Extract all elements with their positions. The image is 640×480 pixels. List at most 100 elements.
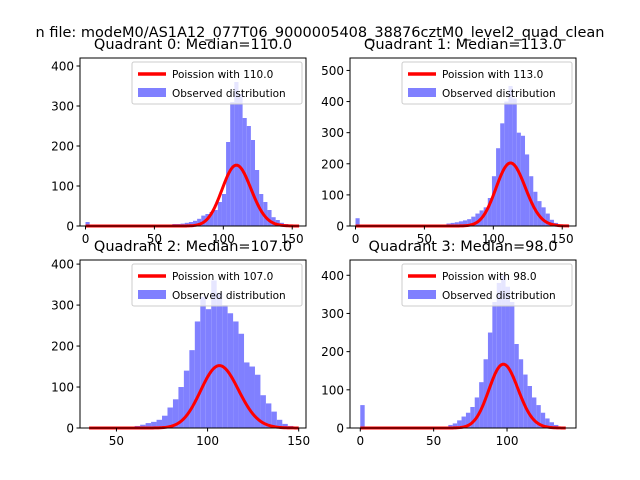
quadrant-1-bar-25	[545, 213, 550, 226]
quadrant-1-legend-hist-swatch	[408, 88, 436, 97]
quadrant-2-bar-23	[260, 395, 266, 428]
quadrant-1-bar-8	[475, 213, 480, 226]
quadrant-0-legend-hist-swatch	[138, 88, 166, 97]
quadrant-2-bar-10	[189, 350, 195, 428]
quadrant-3-bar-18	[523, 374, 528, 428]
quadrant-3-bar-19	[527, 386, 532, 428]
quadrant-3-x-ticks: 0 50 100	[356, 428, 518, 448]
quadrant-3-bar-23	[545, 418, 550, 428]
quadrant-1-legend: Poission with 113.0 Observed distributio…	[401, 61, 573, 105]
quadrant-1-bar-18	[516, 132, 521, 226]
quadrant-2-x-tick-label-2: 150	[287, 434, 310, 448]
quadrant-0-bar-21	[255, 170, 260, 226]
quadrant-2-bar-14	[211, 280, 217, 428]
quadrant-1-bar-0	[355, 218, 360, 226]
quadrant-0-bar-26	[275, 220, 280, 226]
quadrant-1-bar-3	[454, 222, 459, 226]
quadrant-2-bar-19	[238, 333, 245, 428]
quadrant-3-bar-12	[496, 282, 502, 428]
quadrant-1-panel: Quadrant 1: Median=113.0 0 50 100 150 0 100 2…	[321, 37, 577, 246]
quadrant-0-bar-5	[188, 222, 193, 226]
quadrant-0-bar-13	[221, 194, 227, 226]
quadrant-2-legend-line-label: Poission with 107.0	[172, 271, 273, 283]
quadrant-0-legend-hist-label: Observed distribution	[172, 88, 286, 100]
quadrant-2-bar-26	[276, 419, 283, 428]
quadrant-1-y-tick-label-3: 300	[321, 126, 344, 140]
quadrant-3-bar-20	[531, 397, 537, 428]
quadrant-1-bar-5	[463, 220, 468, 226]
quadrant-0-bar-17	[238, 94, 243, 226]
quadrant-3-y-tick-label-2: 200	[321, 345, 344, 359]
quadrant-0-bar-6	[193, 220, 198, 226]
quadrant-3-x-tick-label-2: 100	[496, 434, 519, 448]
quadrant-2-legend-box	[131, 263, 303, 307]
quadrant-0-x-tick-label-3: 150	[281, 232, 304, 246]
quadrant-0-title: Quadrant 0: Median=110.0	[94, 37, 292, 53]
quadrant-2-bars	[134, 280, 294, 428]
quadrant-0-legend-line-label: Poission with 110.0	[172, 69, 273, 81]
quadrant-2-y-tick-label-2: 200	[51, 340, 74, 354]
quadrant-2-bar-1	[140, 424, 146, 428]
quadrant-0-bar-12	[217, 202, 222, 226]
quadrant-1-x-tick-label-2: 100	[482, 232, 505, 246]
quadrant-1-bar-7	[471, 216, 476, 226]
quadrant-1-bar-2	[450, 222, 455, 226]
quadrant-2-bar-3	[151, 421, 157, 428]
quadrant-3-bar-3	[457, 420, 462, 428]
quadrant-2-legend: Poission with 107.0 Observed distributio…	[131, 263, 303, 307]
quadrant-0-bar-4	[184, 222, 189, 226]
quadrant-1-x-tick-label-1: 50	[417, 232, 432, 246]
quadrant-2-bar-5	[162, 415, 168, 428]
quadrant-3-bar-11	[492, 302, 497, 428]
quadrant-1-y-tick-label-5: 500	[321, 64, 344, 78]
quadrant-1-x-tick-label-0: 0	[352, 232, 360, 246]
quadrant-3-title: Quadrant 3: Median=98.0	[369, 239, 558, 255]
quadrant-1-legend-hist-label: Observed distribution	[442, 88, 556, 100]
quadrant-3-bar-13	[501, 275, 506, 428]
quadrant-3-y-tick-label-0: 0	[336, 422, 344, 436]
quadrant-1-bar-10	[483, 207, 488, 226]
quadrant-2-x-tick-label-1: 100	[196, 434, 219, 448]
figure-suptitle: n file: modeM0/AS1A12_077T06_9000005408_…	[36, 25, 605, 41]
quadrant-1-title: Quadrant 1: Median=113.0	[364, 37, 562, 53]
quadrant-3-bar-2	[452, 423, 458, 428]
quadrant-0-y-tick-label-0: 0	[66, 220, 74, 234]
quadrant-1-bar-6	[467, 219, 472, 226]
quadrant-3-x-tick-label-0: 0	[356, 434, 364, 448]
quadrant-3-legend-line-label: Poission with 98.0	[442, 271, 537, 283]
quadrant-3-bar-6	[470, 407, 475, 428]
quadrant-2-x-ticks: 50 100 150	[109, 428, 310, 448]
quadrant-0-y-tick-label-2: 200	[51, 140, 74, 154]
quadrant-3-y-tick-label-1: 100	[321, 383, 344, 397]
quadrant-0-axes-frame	[79, 57, 307, 227]
quadrant-1-y-tick-label-2: 200	[321, 157, 344, 171]
quadrant-1-legend-box	[401, 61, 573, 105]
quadrant-1-bar-17	[512, 98, 517, 226]
quadrant-3-bar-15	[509, 302, 515, 428]
quadrant-3-bar-22	[540, 412, 546, 428]
quadrant-0-x-ticks: 0 50 100 150	[82, 226, 304, 246]
quadrant-2-y-tick-label-4: 400	[51, 258, 74, 272]
quadrant-3-bar-4	[461, 416, 466, 428]
quadrant-0-bar-24	[267, 210, 272, 226]
quadrant-0-y-tick-label-1: 100	[51, 180, 74, 194]
quadrant-3-bar-0	[360, 405, 365, 428]
quadrant-3-legend: Poission with 98.0 Observed distribution	[401, 263, 573, 307]
quadrant-2-bar-17	[227, 313, 234, 428]
quadrant-0-x-tick-label-0: 0	[82, 232, 90, 246]
quadrant-2-bar-8	[178, 387, 184, 428]
quadrant-0-bar-7	[197, 218, 202, 226]
quadrant-0-bar-10	[209, 212, 214, 226]
quadrant-2-legend-hist-label: Observed distribution	[172, 290, 286, 302]
quadrant-3-legend-hist-swatch	[408, 290, 436, 299]
quadrant-2-bar-21	[249, 366, 255, 428]
quadrant-2-bar-18	[233, 321, 239, 428]
quadrant-3-bar-14	[505, 286, 510, 428]
quadrant-1-legend-line-label: Poission with 113.0	[442, 69, 543, 81]
quadrant-0-bar-15	[230, 102, 235, 226]
quadrant-0-legend-box	[131, 61, 303, 105]
quadrant-1-bars	[355, 86, 567, 226]
quadrant-3-y-ticks: 0 100 200 300 400	[321, 269, 350, 436]
quadrant-1-axes-frame	[349, 57, 577, 227]
